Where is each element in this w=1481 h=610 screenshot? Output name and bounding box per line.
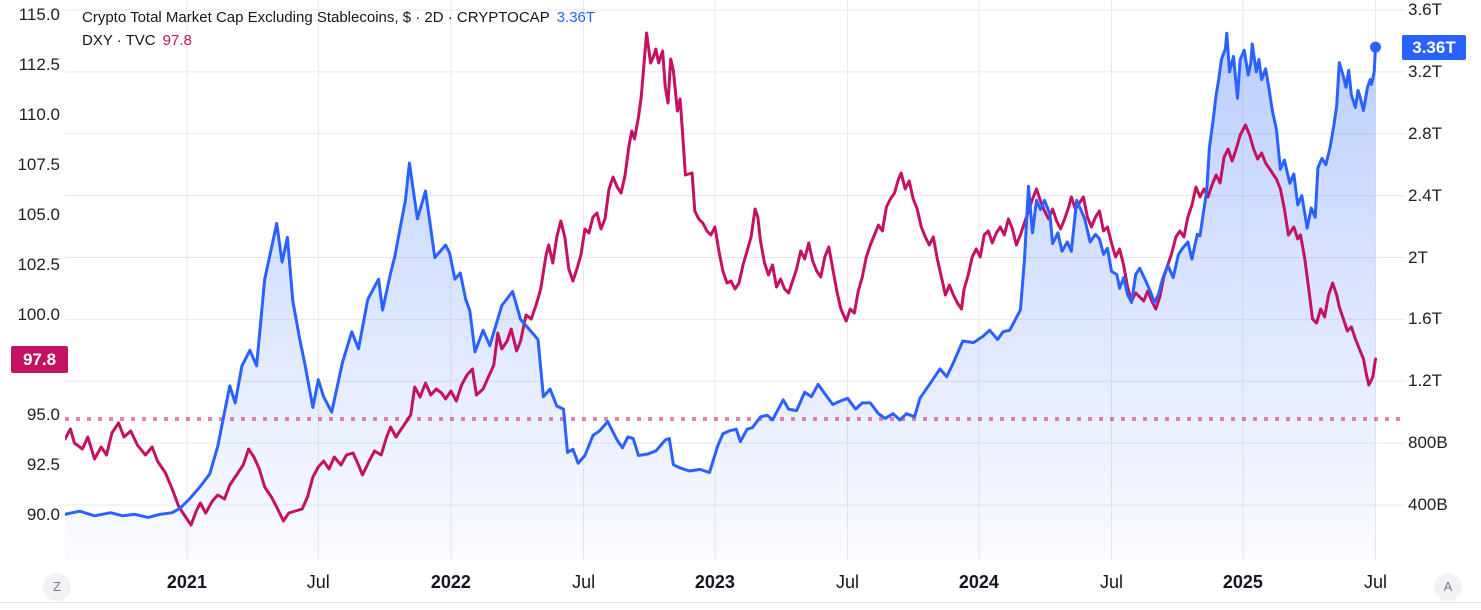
time-axis-tick: Jul — [836, 572, 860, 592]
crypto-last-point-marker — [1370, 41, 1382, 53]
crypto-series-title[interactable]: Crypto Total Market Cap Excluding Stable… — [82, 9, 550, 26]
bottom-separator — [0, 602, 1481, 603]
time-axis-tick: Jul — [572, 572, 596, 592]
left-axis-tick: 102.5 — [17, 255, 60, 274]
time-axis-tick: 2023 — [694, 572, 735, 592]
time-axis-tick: Jul — [1364, 572, 1388, 592]
time-axis-tick: 2025 — [1222, 572, 1263, 592]
left-axis-tick: 112.5 — [18, 55, 60, 74]
time-axis-tick: 2022 — [430, 572, 471, 592]
right-axis-tick: 800B — [1408, 433, 1448, 453]
left-corner-button[interactable]: Z — [43, 573, 71, 601]
crypto-series-value: 3.36T — [556, 9, 596, 26]
left-axis-tick: 105.0 — [17, 205, 60, 224]
legend: Crypto Total Market Cap Excluding Stable… — [82, 6, 595, 52]
legend-row-crypto: Crypto Total Market Cap Excluding Stable… — [82, 6, 595, 29]
legend-row-dxy: DXY · TVC 97.8 — [82, 29, 595, 52]
crypto-price-badge: 3.36T — [1402, 34, 1466, 60]
dxy-price-badge: 97.8 — [11, 345, 68, 373]
left-axis-tick: 110.0 — [18, 105, 60, 124]
dxy-line — [65, 31, 1377, 527]
right-axis-tick: 400B — [1408, 495, 1448, 514]
left-axis-tick: 90.0 — [26, 505, 60, 524]
dxy-series-title[interactable]: DXY · TVC — [82, 32, 156, 49]
right-axis-tick: 3.2T — [1408, 61, 1443, 81]
left-axis-tick: 115.0 — [18, 5, 60, 24]
right-axis-tick: 2.4T — [1408, 185, 1443, 205]
left-axis-tick: 92.5 — [26, 455, 60, 474]
right-axis-tick: 2T — [1408, 247, 1428, 267]
right-axis-tick: 2.8T — [1408, 123, 1443, 143]
left-axis-tick: 100.0 — [17, 305, 60, 324]
right-axis-tick: 1.2T — [1408, 371, 1443, 391]
right-corner-button[interactable]: A — [1434, 573, 1462, 601]
left-axis-tick: 95.0 — [26, 405, 60, 424]
right-axis-tick: 3.6T — [1408, 0, 1443, 19]
left-axis-tick: 107.5 — [17, 155, 60, 174]
dxy-series-value: 97.8 — [162, 32, 192, 49]
time-axis-tick: Jul — [306, 572, 330, 592]
crypto-line — [65, 31, 1377, 519]
right-axis-tick: 1.6T — [1408, 309, 1443, 329]
time-axis-tick: 2024 — [958, 572, 999, 592]
time-axis-tick: Jul — [1100, 572, 1124, 592]
time-axis-tick: 2021 — [166, 572, 207, 592]
